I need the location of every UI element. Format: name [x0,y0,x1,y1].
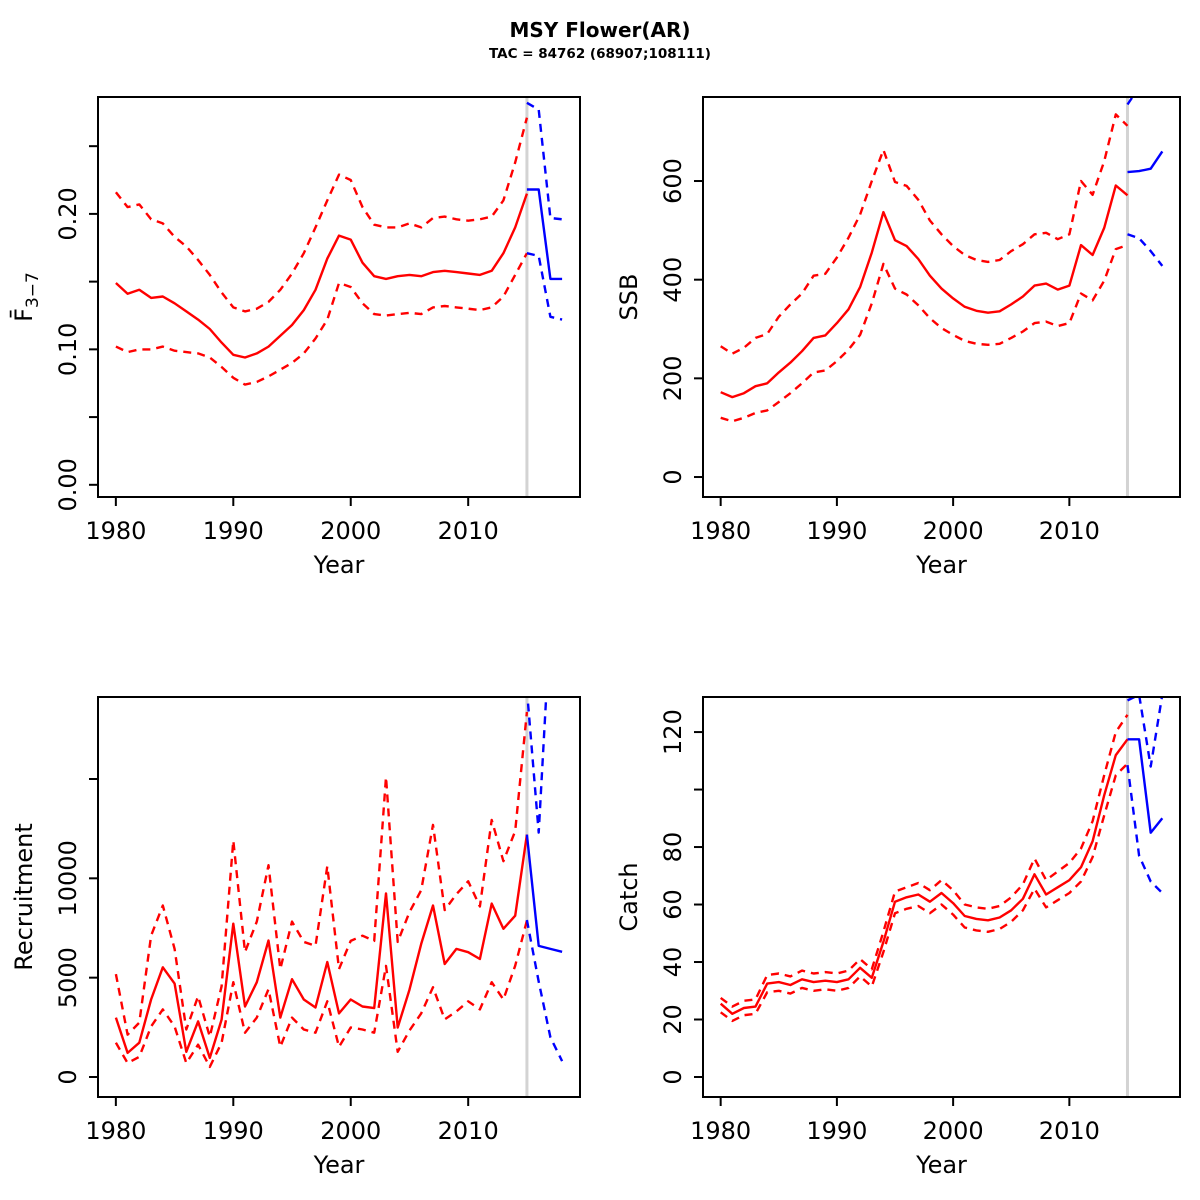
fbar-x-tick-label: 2000 [320,517,381,545]
catch-panel: 1980 1990 2000 2010 0 20 40 60 80 120 Year Catch [615,696,1181,1179]
ssb-x-tick-label: 1980 [690,517,751,545]
fbar-y-tick-label: 0.00 [54,458,82,511]
catch-y-tick-label: 120 [659,709,687,755]
catch-plot-border [702,696,1181,1098]
fbar-series-group [114,101,563,386]
catch-y-tick-label: 0 [659,1069,687,1084]
plot-subtitle: TAC = 84762 (68907;108111) [489,46,711,62]
ssb-x-tick-label: 2010 [1039,517,1100,545]
fbar-x-tick-label: 2010 [438,517,499,545]
ssb-y-axis-title: SSB [615,274,643,321]
ssb-x-tick-label: 2000 [923,517,984,545]
recruitment-x-tick-label: 2000 [320,1117,381,1145]
fbar-y-tick-label: 0.10 [54,323,82,376]
catch-series-group [719,697,1164,1023]
fbar-forecast-median-line [526,188,563,281]
catch-upper-ci-line [719,714,1129,1008]
recruitment-x-tick-label: 2010 [438,1117,499,1145]
fbar-plot-border [97,96,581,498]
ssb-y-tick-label: 0 [659,469,687,484]
catch-y-tick-label: 60 [659,889,687,920]
recruitment-panel: 1980 1990 2000 2010 0 5000 10000 Year Recruitmen… [10,696,581,1179]
catch-y-tick-label: 20 [659,1004,687,1035]
recruitment-forecast-upper-line [526,697,548,834]
recruitment-x-axis-title: Year [313,1151,365,1179]
catch-forecast-median-line [1127,738,1164,834]
ssb-forecast-lower-line [1127,233,1164,267]
recruitment-plot-border [97,696,581,1098]
catch-x-tick-label: 1980 [690,1117,751,1145]
fbar-x-axis-title: Year [313,551,365,579]
recruitment-y-tick-label: 5000 [54,947,82,1008]
ssb-plot-border [702,96,1181,498]
ssb-y-tick-label: 400 [659,257,687,303]
recruitment-median-line [114,834,529,1060]
catch-y-tick-label: 40 [659,947,687,978]
ssb-x-axis-title: Year [915,551,967,579]
fbar-forecast-upper-line [526,101,563,221]
ssb-forecast-median-line [1127,150,1164,174]
fbar-y-tick-label: 0.20 [54,187,82,240]
catch-forecast-upper-line [1126,697,1164,768]
catch-y-tick-label: 80 [659,832,687,863]
catch-y-axis-title: Catch [615,862,643,931]
catch-x-tick-label: 2000 [923,1117,984,1145]
ssb-forecast-upper-line [1126,97,1135,106]
catch-x-tick-label: 1990 [806,1117,867,1145]
recruitment-y-tick-label: 10000 [54,840,82,916]
ssb-y-tick-label: 200 [659,355,687,401]
recruitment-x-tick-label: 1990 [203,1117,264,1145]
ssb-upper-ci-line [720,113,1129,355]
ssb-lower-ci-line [720,243,1128,423]
catch-lower-ci-line [719,762,1129,1023]
ssb-panel: 1980 1990 2000 2010 0 200 400 600 Year SSB [615,96,1181,579]
recruitment-upper-ci-line [114,711,529,1038]
fbar-forecast-lower-line [526,252,563,321]
recruitment-y-tick-label: 0 [54,1069,82,1084]
fbar-x-tick-label: 1980 [85,517,146,545]
recruitment-y-axis-title: Recruitment [10,823,38,970]
recruitment-forecast-lower-line [525,919,564,1062]
catch-x-tick-label: 2010 [1039,1117,1100,1145]
fbar-median-line [115,193,529,359]
recruitment-x-tick-label: 1980 [85,1117,146,1145]
catch-median-line [719,738,1129,1015]
catch-x-axis-title: Year [915,1151,967,1179]
fbar-upper-ci-line [114,117,529,313]
fbar-panel: 1980 1990 2000 2010 0.00 0.10 0.20 Year F̄3−7 [9,96,581,579]
recruitment-series-group [114,697,564,1069]
catch-forecast-lower-line [1126,764,1164,894]
ssb-median-line [720,184,1129,399]
ssb-series-group [720,97,1164,423]
fbar-x-tick-label: 1990 [203,517,264,545]
ssb-y-tick-label: 600 [659,158,687,204]
recruitment-forecast-median-line [525,834,563,953]
fbar-y-axis-title: F̄3−7 [9,272,43,322]
plot-title: MSY Flower(AR) [509,18,691,42]
fbar-lower-ci-line [115,252,528,386]
ssb-x-tick-label: 1990 [806,517,867,545]
recruitment-lower-ci-line [114,920,529,1069]
